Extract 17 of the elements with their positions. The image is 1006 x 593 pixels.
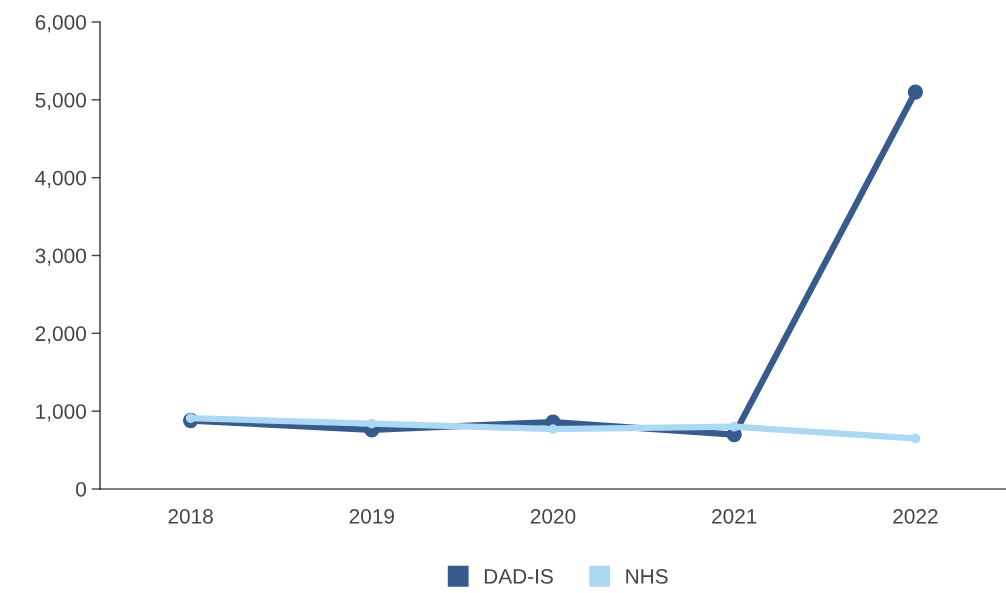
point bbox=[548, 424, 558, 434]
y-tick-label: 6,000 bbox=[35, 15, 86, 33]
point bbox=[910, 433, 921, 444]
legend-label: DAD-IS bbox=[484, 569, 553, 584]
x-tick-label: 2020 bbox=[530, 508, 576, 524]
x-tick-label: 2019 bbox=[349, 508, 394, 524]
y-tick-label: 4,000 bbox=[35, 170, 86, 188]
x-tick-label: 2022 bbox=[893, 508, 938, 524]
point bbox=[907, 84, 924, 100]
y-tick-label: 3,000 bbox=[35, 248, 86, 266]
x-tick-label: 2021 bbox=[712, 508, 757, 524]
legend-label: NHS bbox=[626, 569, 668, 584]
y-tick-label: 5,000 bbox=[35, 92, 86, 111]
x-tick-label: 2018 bbox=[168, 508, 213, 524]
y-tick-label: 2,000 bbox=[35, 326, 86, 344]
y-tick-label: 0 bbox=[76, 482, 86, 497]
y-tick-label: 1,000 bbox=[36, 404, 86, 422]
